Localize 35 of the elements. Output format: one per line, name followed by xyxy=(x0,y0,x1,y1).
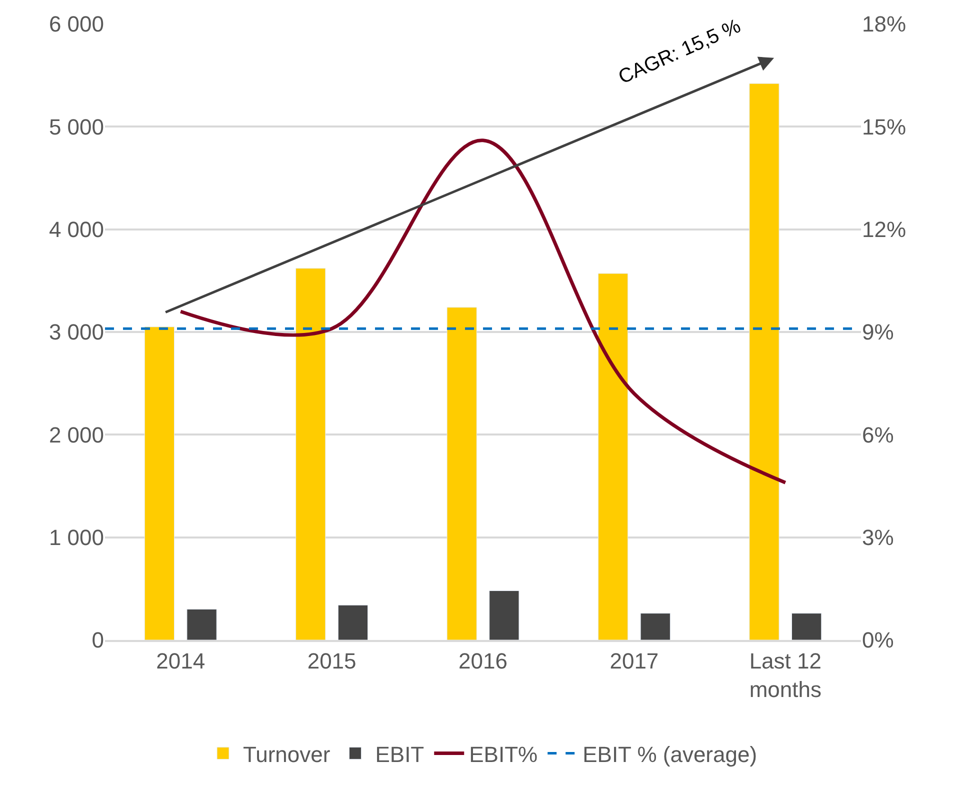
y2-tick-label: 18% xyxy=(862,12,906,37)
annotation: CAGR: 15,5 % xyxy=(615,15,744,89)
x-tick-label: 2017 xyxy=(610,648,659,674)
legend-label: EBIT % (average) xyxy=(582,742,758,767)
legend-label: Turnover xyxy=(243,742,330,767)
y-tick-label: 2 000 xyxy=(48,422,104,448)
x-tick-label: 2014 xyxy=(156,648,206,674)
x-tick-label: 2016 xyxy=(458,648,508,674)
y2-tick-label: 6% xyxy=(862,422,894,448)
y2-tick-label: 9% xyxy=(862,320,894,345)
line-series xyxy=(178,138,788,484)
bar xyxy=(338,604,368,640)
bar xyxy=(640,613,670,640)
bar xyxy=(296,268,326,640)
y-tick-label: 5 000 xyxy=(48,114,104,140)
y2-tick-label: 12% xyxy=(862,217,906,242)
legend-label: EBIT xyxy=(375,742,424,767)
y-tick-label: 4 000 xyxy=(48,217,104,242)
y2-tick-label: 3% xyxy=(862,525,894,550)
bar xyxy=(446,307,477,640)
y2-tick-label: 15% xyxy=(862,114,906,140)
bar xyxy=(598,273,628,640)
x-tick-label: Last 12 months xyxy=(749,648,822,702)
bar xyxy=(186,608,217,640)
bar xyxy=(749,83,780,640)
y2-tick-label: 0% xyxy=(862,628,894,653)
y-tick-label: 6 000 xyxy=(48,12,104,37)
x-tick-label: 2015 xyxy=(307,648,356,674)
bar xyxy=(144,326,174,640)
bar xyxy=(792,613,822,640)
bar xyxy=(489,590,520,640)
y-tick-label: 0 xyxy=(92,628,104,653)
y-tick-label: 3 000 xyxy=(48,320,104,345)
legend-label: EBIT% xyxy=(469,742,538,767)
y-tick-label: 1 000 xyxy=(48,525,104,550)
